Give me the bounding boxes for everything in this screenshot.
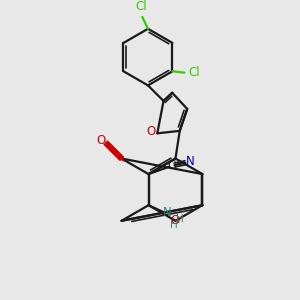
- Text: N: N: [163, 206, 171, 219]
- Text: C: C: [168, 159, 176, 172]
- Text: H: H: [170, 220, 178, 230]
- Text: H: H: [176, 214, 184, 224]
- Text: Cl: Cl: [135, 0, 147, 13]
- Text: O: O: [146, 125, 156, 138]
- Text: O: O: [96, 134, 106, 147]
- Text: N: N: [186, 155, 195, 168]
- Text: O: O: [171, 214, 180, 227]
- Text: Cl: Cl: [189, 66, 200, 79]
